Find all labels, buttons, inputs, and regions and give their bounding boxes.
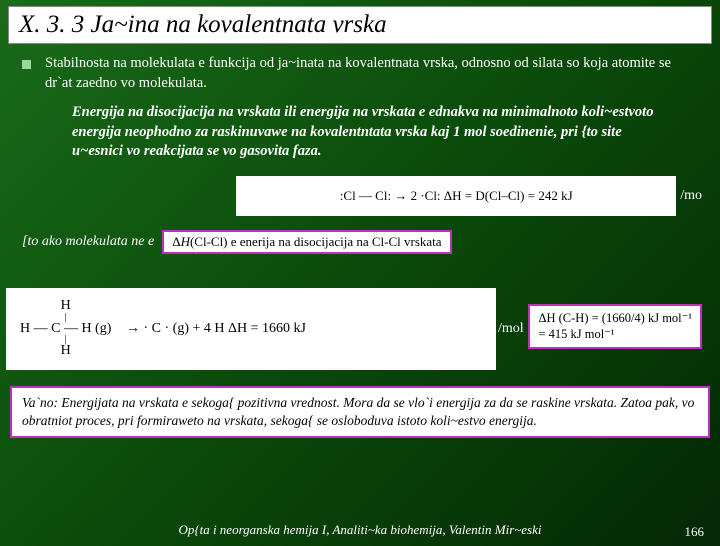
equation-cl2-text: :Cl — Cl: → 2 ·Cl: ΔH = D(Cl–Cl) = 242 k… bbox=[340, 188, 573, 204]
mid-annotation-row: [to ako molekulata ne e ΔHΔH(Cl-Cl) e en… bbox=[0, 224, 720, 264]
methane-structure: H | H — C — H (g) | H bbox=[20, 298, 111, 360]
equation-cl2-tail: /mo bbox=[680, 188, 702, 204]
bullet-square-icon bbox=[22, 60, 31, 69]
slide-title: X. 3. 3 Ja~ina na kovalentnata vrska bbox=[19, 11, 701, 39]
bullet-item: Stabilnosta na molekulata e funkcija od … bbox=[22, 54, 698, 93]
slide-footer: Op{ta i neorganska hemija I, Analiti~ka … bbox=[0, 522, 720, 538]
equation-ch4-tail: /mol bbox=[498, 321, 524, 337]
equation-ch4-products: → · C · (g) + 4 H ΔH = 1660 kJ bbox=[126, 321, 306, 337]
equation-cl2-image: :Cl — Cl: → 2 ·Cl: ΔH = D(Cl–Cl) = 242 k… bbox=[236, 176, 676, 216]
important-note-box: Va`no: Energijata na vrskata e sekoga{ p… bbox=[10, 386, 710, 438]
paragraph-stability: Stabilnosta na molekulata e funkcija od … bbox=[45, 54, 698, 93]
dh-line1: ΔH (C-H) = (1660/4) kJ mol⁻¹ bbox=[538, 310, 692, 326]
important-note-text: Va`no: Energijata na vrskata e sekoga{ p… bbox=[22, 395, 694, 428]
dh-line2: = 415 kJ mol⁻¹ bbox=[538, 326, 692, 342]
content-area: Stabilnosta na molekulata e funkcija od … bbox=[0, 54, 720, 172]
equation-ch4-image: H | H — C — H (g) | H → · C · (g) + 4 H … bbox=[6, 288, 496, 370]
equation-row-cl2: :Cl — Cl: → 2 ·Cl: ΔH = D(Cl–Cl) = 242 k… bbox=[0, 172, 720, 224]
mid-left-text: [to ako molekulata ne e bbox=[22, 234, 154, 250]
page-number: 166 bbox=[685, 524, 705, 540]
ch-bond-energy-box: ΔH (C-H) = (1660/4) kJ mol⁻¹ = 415 kJ mo… bbox=[528, 304, 702, 349]
methane-h-bottom: H bbox=[20, 343, 111, 360]
paragraph-dissociation-energy: Energija na disocijacija na vrskata ili … bbox=[22, 99, 698, 172]
slide-title-box: X. 3. 3 Ja~ina na kovalentnata vrska bbox=[8, 6, 712, 44]
dissociation-definition-box: ΔHΔH(Cl-Cl) e enerija na disocijacija na… bbox=[162, 230, 451, 254]
